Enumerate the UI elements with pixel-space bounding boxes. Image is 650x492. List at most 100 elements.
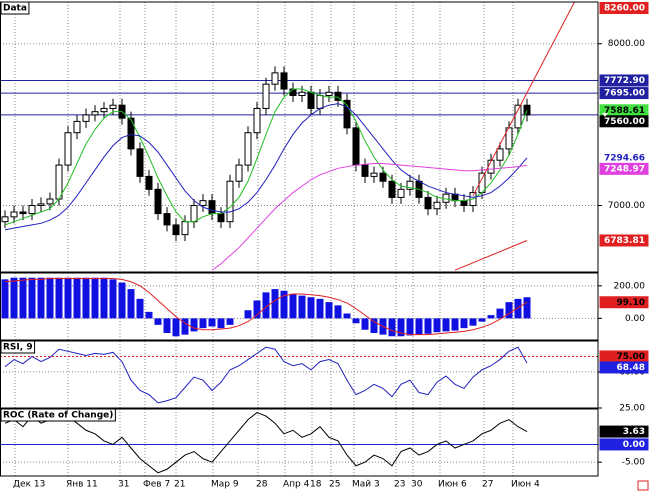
panel-frame [0,272,599,341]
candle-body [73,120,81,134]
histogram-bar [10,277,18,319]
price-tag-label: 7294.66 [604,153,645,163]
candle-body [253,107,261,134]
candle-body [460,200,468,207]
candle-body [388,180,396,198]
x-tick-label: Июн 4 [511,480,540,490]
x-tick-label: Мар 9 [211,480,239,490]
histogram-bar [325,302,333,319]
panel [0,409,598,476]
candle-body [271,72,279,85]
histogram-bar [415,318,423,335]
y-tick-label: 200.00 [614,281,646,291]
panel-title-box [0,1,30,15]
histogram-bar [343,313,351,319]
x-tick-label: 21 [174,480,185,490]
histogram-bar [352,318,360,324]
candle-body [361,164,369,177]
price-tag [599,115,649,128]
candle-body [1,216,9,223]
candle-body [190,205,198,223]
panel-title: Data [3,4,27,14]
histogram-bar [136,298,144,319]
candle-body [82,114,90,122]
trend-line [454,240,528,271]
histogram-bar [109,279,117,319]
candle-body [334,91,342,101]
panel [0,273,598,340]
histogram-bar [145,311,153,319]
candle-body [10,211,18,218]
candle-body [235,164,243,182]
candle-body [226,180,234,223]
last-price-arrow [602,112,608,117]
panel [0,341,598,408]
histogram-bar [37,277,45,319]
histogram-bar [199,318,207,329]
y-tick-label: 0.00 [625,314,645,324]
histogram-bar [505,302,513,319]
candle-body [37,203,45,207]
candle-body [181,221,189,236]
histogram-bar [118,282,126,319]
price-tag-label: 75.00 [617,352,645,362]
x-tick-label: 30 [411,480,423,490]
price-tag-label: 0.00 [623,440,645,450]
candle-body [316,95,324,109]
indicator-line [4,103,528,231]
histogram-bar [514,298,522,319]
histogram-bar [190,318,198,332]
panel-title-box [0,408,116,422]
panel-title-box [0,340,36,354]
candle-body [208,200,216,215]
candle-body [424,196,432,210]
price-tag [599,361,649,374]
histogram-bar [289,293,297,319]
histogram-bar [208,318,216,327]
candle-body [55,164,63,200]
x-tick-label: 18 [310,480,322,490]
candle-body [343,99,351,129]
histogram-bar [154,318,162,325]
candle-body [352,127,360,166]
window-icon[interactable] [637,480,649,491]
candle-body [28,205,36,215]
histogram-bar [19,277,27,319]
histogram-bar [388,318,396,337]
price-tag-label: 3.63 [623,427,645,437]
histogram-bar [496,308,504,319]
x-tick-label: 23 [394,480,405,490]
x-tick-label: Июн 6 [438,480,467,490]
candle-body [127,117,135,150]
candle-body [46,198,54,205]
candle-body [325,91,333,97]
price-tag [599,438,649,451]
trend-line [472,2,576,197]
histogram-bar [163,318,171,334]
y-tick-label: 25.00 [619,404,645,414]
price-tag-label: 7695.00 [604,89,645,99]
candle-body [163,213,171,226]
price-tag [599,296,649,309]
candle-body [298,91,306,97]
indicator-line [4,346,528,404]
histogram-bar [127,289,135,319]
indicator-line [4,411,528,474]
candle-body [19,211,27,215]
histogram-bar [55,277,63,319]
histogram-bar [406,318,414,336]
histogram-bar [28,277,36,319]
price-tag [599,2,649,14]
candle-body [136,148,144,177]
candle-body [451,193,459,202]
histogram-bar [244,310,252,319]
price-tag-label: 7560.00 [604,117,645,127]
histogram-bar [370,318,378,334]
x-tick-label: Фев 7 [143,480,170,490]
histogram-bar [523,297,531,319]
price-tag [599,87,649,100]
histogram-bar [1,279,9,319]
panel-frame [0,408,599,477]
x-tick-label: Дек 13 [13,480,45,490]
